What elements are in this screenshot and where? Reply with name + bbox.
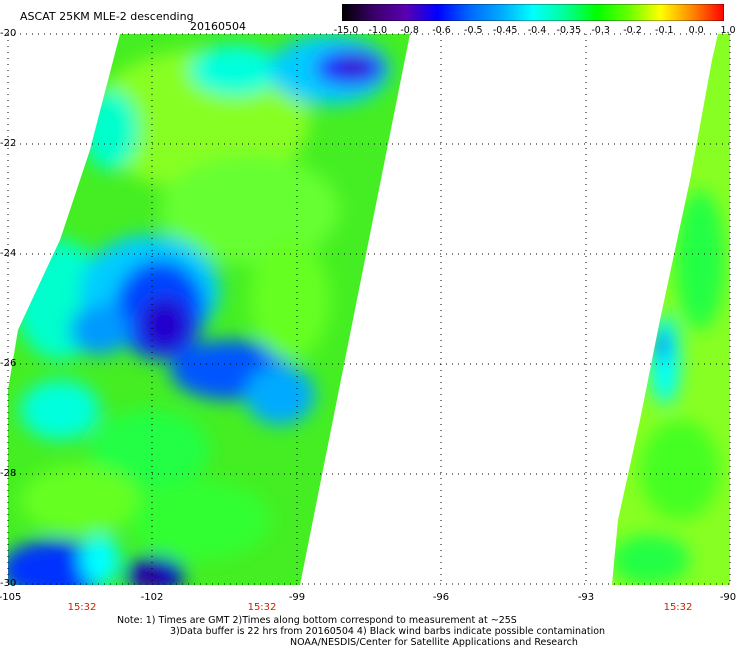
lon-label: -93 xyxy=(577,592,595,603)
lat-label: -20 xyxy=(0,28,17,39)
right-swath xyxy=(612,34,730,585)
colorbar-tick-label: -0.5 xyxy=(464,25,483,36)
lat-label: -26 xyxy=(0,358,17,369)
colorbar-tick-label: -0.35 xyxy=(556,25,582,36)
note-line-2: 3)Data buffer is 22 hrs from 20160504 4)… xyxy=(170,626,606,637)
lat-label: -28 xyxy=(0,468,17,479)
map-date: 20160504 xyxy=(190,20,246,33)
time-label: 15:32 xyxy=(67,602,97,613)
lat-label: -24 xyxy=(0,248,17,259)
colorbar-gradient xyxy=(342,4,724,21)
colorbar-tick-label: -0.8 xyxy=(400,25,419,36)
colorbar-tick-label: -0.3 xyxy=(591,25,610,36)
colorbar-tick-label: -15.0 xyxy=(333,25,359,36)
colorbar-tick-label: -0.6 xyxy=(432,25,451,36)
lon-label: -102 xyxy=(140,592,164,603)
colorbar-tick-label: 0.0 xyxy=(688,25,704,36)
lat-label: -30 xyxy=(0,578,17,589)
lon-label: -90 xyxy=(719,592,737,603)
colorbar-tick-label: -0.2 xyxy=(623,25,642,36)
grid xyxy=(7,33,731,585)
map-title: ASCAT 25KM MLE-2 descending xyxy=(20,10,194,23)
note-line-1: Note: 1) Times are GMT 2)Times along bot… xyxy=(117,615,517,626)
time-label: 15:32 xyxy=(247,602,277,613)
colorbar-tick-label: -0.4 xyxy=(527,25,547,36)
colorbar-tick-label: -0.45 xyxy=(492,25,518,36)
colorbar-tick-label: -0.1 xyxy=(655,25,674,36)
colorbar xyxy=(342,4,724,21)
colorbar-labels: -15.0 -1.0 -0.8 -0.6 -0.5 -0.45 -0.4 -0.35 -0.3 -… xyxy=(330,25,740,39)
lat-label: -22 xyxy=(0,138,17,149)
colorbar-tick-label: -1.0 xyxy=(368,25,388,36)
lon-label: -99 xyxy=(288,592,306,603)
time-label: 15:32 xyxy=(663,602,693,613)
colorbar-tick-label: 1.0 xyxy=(720,25,736,36)
left-swath xyxy=(8,34,410,585)
lon-label: -105 xyxy=(0,592,22,603)
note-line-3: NOAA/NESDIS/Center for Satellite Applica… xyxy=(290,637,578,648)
lon-label: -96 xyxy=(432,592,450,603)
